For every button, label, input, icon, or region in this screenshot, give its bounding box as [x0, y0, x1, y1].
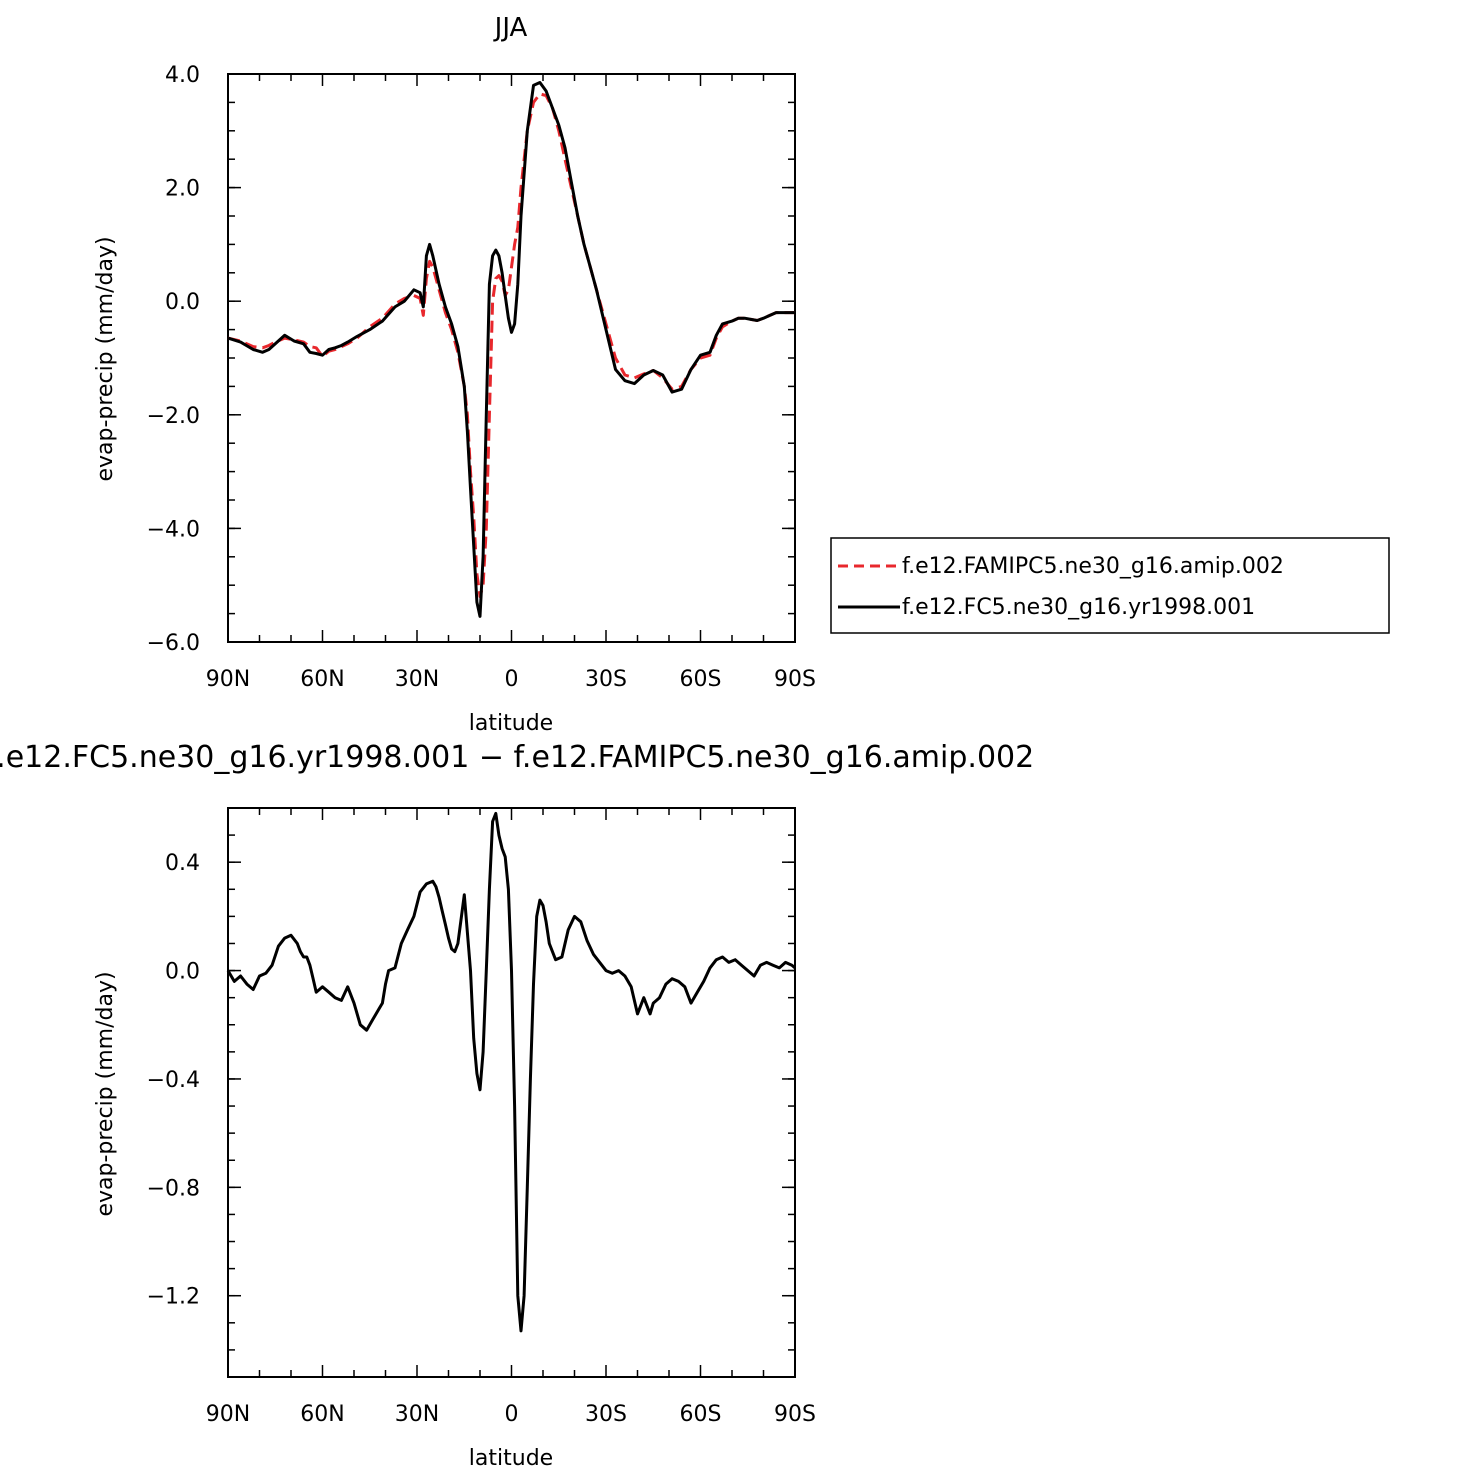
bottom-y-axis-label: evap-precip (mm/day) [93, 971, 118, 1216]
bottom-series-line-0 [226, 811, 796, 1333]
bottom-x-tick-label: 30N [395, 1402, 439, 1427]
top-series-line-0 [227, 92, 795, 599]
top-y-tick-label: 0.0 [165, 290, 200, 315]
bottom-x-tick-label: 60N [300, 1402, 344, 1427]
top-series-line-1 [227, 81, 795, 618]
bottom-chart-title: f.e12.FC5.ne30_g16.yr1998.001 − f.e12.FA… [0, 740, 1034, 775]
top-y-tick-label: 2.0 [165, 177, 200, 202]
bottom-panel: f.e12.FC5.ne30_g16.yr1998.001 − f.e12.FA… [0, 740, 1034, 1471]
top-panel: JJA 90N 60N 30N 0 30S 60S 90S −6.0 −4.0 −2.0 0.0 2.… [93, 13, 1390, 736]
bottom-y-tick-label: −0.8 [147, 1176, 200, 1201]
top-plot-frame [227, 73, 796, 643]
bottom-x-axis-label: latitude [469, 1446, 553, 1471]
bottom-y-tick-label: 0.4 [165, 851, 200, 876]
bottom-plot-frame [227, 807, 796, 1378]
bottom-x-tick-label: 30S [585, 1402, 627, 1427]
bottom-x-tick-label: 0 [505, 1402, 519, 1427]
top-chart-title: JJA [493, 13, 528, 43]
bottom-x-tick-label: 90S [774, 1402, 816, 1427]
top-y-tick-label: 4.0 [165, 63, 200, 88]
top-y-tick-label: −2.0 [147, 404, 200, 429]
top-x-tick-label: 90N [206, 667, 250, 692]
top-x-tick-label: 30S [585, 667, 627, 692]
top-x-axis-label: latitude [469, 711, 553, 736]
bottom-x-tick-label: 60S [680, 1402, 722, 1427]
top-x-tick-label: 60S [680, 667, 722, 692]
legend: f.e12.FAMIPC5.ne30_g16.amip.002 f.e12.FC… [830, 537, 1390, 634]
bottom-y-tick-label: −1.2 [147, 1285, 200, 1310]
bottom-y-tick-label: 0.0 [165, 960, 200, 985]
bottom-plot-area: 90N 60N 30N 0 30S 60S 90S −1.2 −0.8 −0.4 0.0 0.4 [147, 807, 816, 1427]
top-plot-area: 90N 60N 30N 0 30S 60S 90S −6.0 −4.0 −2.0 0.0 2.0 4.0 [147, 63, 816, 692]
legend-label-amip: f.e12.FAMIPC5.ne30_g16.amip.002 [902, 554, 1284, 579]
top-x-tick-label: 60N [300, 667, 344, 692]
top-y-tick-label: −6.0 [147, 631, 200, 656]
bottom-x-tick-label: 90N [206, 1402, 250, 1427]
legend-box [830, 537, 1390, 634]
top-y-tick-label: −4.0 [147, 517, 200, 542]
top-x-tick-label: 90S [774, 667, 816, 692]
bottom-y-tick-label: −0.4 [147, 1068, 200, 1093]
top-x-tick-label: 0 [505, 667, 519, 692]
legend-label-yr1998: f.e12.FC5.ne30_g16.yr1998.001 [902, 595, 1255, 620]
top-x-tick-label: 30N [395, 667, 439, 692]
top-y-axis-label: evap-precip (mm/day) [93, 236, 118, 481]
